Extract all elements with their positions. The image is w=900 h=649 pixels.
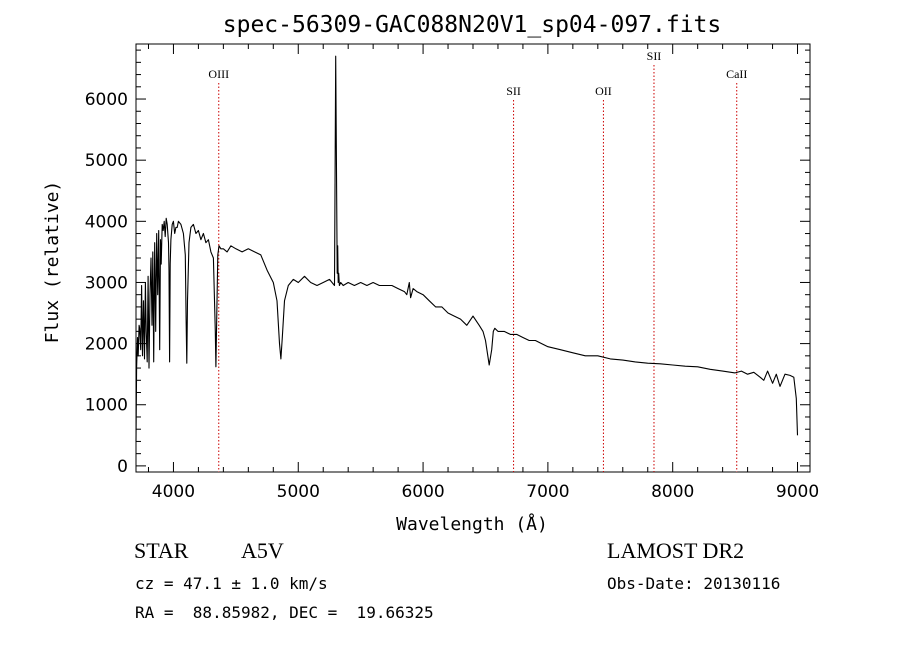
x-tick-label: 4000	[152, 482, 195, 502]
y-tick-label: 0	[117, 457, 128, 477]
line-marker-label: CaII	[726, 67, 747, 81]
y-axis-label: Flux (relative)	[42, 181, 63, 344]
x-tick-label: 8000	[651, 482, 694, 502]
line-marker-label: OIII	[208, 67, 229, 81]
chart-title: spec-56309-GAC088N20V1_sp04-097.fits	[223, 12, 722, 38]
sky-coordinates: RA = 88.85982, DEC = 19.66325	[135, 603, 434, 622]
y-tick-label: 2000	[85, 335, 128, 355]
line-marker-label: SII	[506, 84, 521, 98]
redshift-value: cz = 47.1 ± 1.0 km/s	[135, 574, 328, 593]
axis-tick-labels: 4000 5000 6000 7000 8000 9000 0 1000 2000 3000 400…	[85, 90, 819, 502]
axis-ticks	[136, 44, 810, 472]
line-marker-label: SII	[647, 49, 662, 63]
survey-name: LAMOST DR2	[607, 538, 745, 563]
plot-frame	[135, 43, 811, 473]
observation-date: Obs-Date: 20130116	[607, 574, 781, 593]
line-marker-label: OII	[595, 84, 612, 98]
x-tick-label: 5000	[277, 482, 320, 502]
line-markers: OIII SII OII SII CaII	[208, 49, 747, 472]
x-tick-label: 9000	[776, 482, 819, 502]
spectrum-series-line	[135, 55, 799, 442]
y-tick-label: 6000	[85, 90, 128, 110]
x-tick-label: 7000	[526, 482, 569, 502]
y-tick-label: 3000	[85, 273, 128, 293]
spectral-class: A5V	[241, 538, 284, 563]
object-type: STAR	[134, 538, 189, 563]
x-tick-label: 6000	[401, 482, 444, 502]
y-tick-label: 5000	[85, 151, 128, 171]
x-axis-label: Wavelength (Å)	[396, 513, 548, 535]
y-tick-label: 4000	[85, 212, 128, 232]
y-tick-label: 1000	[85, 396, 128, 416]
